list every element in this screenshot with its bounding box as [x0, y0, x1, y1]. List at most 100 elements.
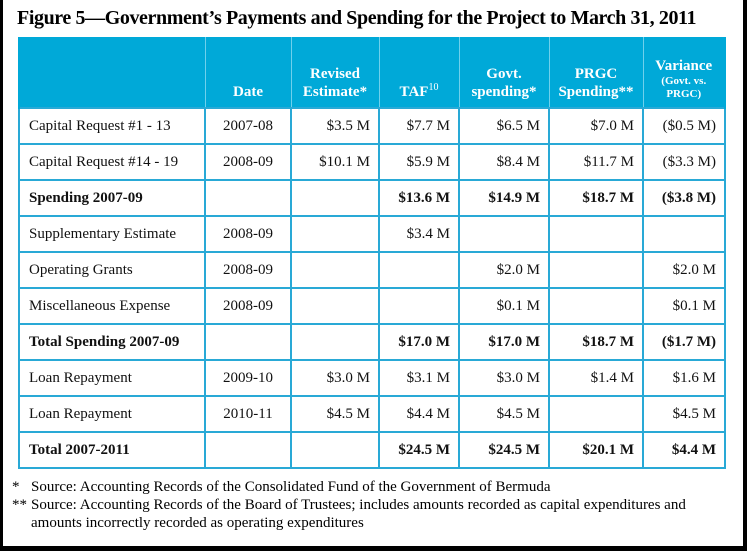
cell-revised-estimate: $3.5 M	[290, 107, 380, 145]
table-row: Loan Repayment 2010-11 $4.5 M $4.4 M $4.5 M $…	[18, 395, 726, 433]
header-variance-line2: (Govt. vs.	[661, 75, 707, 87]
footnote-single-asterisk: * Source: Accounting Records of the Cons…	[10, 478, 735, 496]
cell-item: Spending 2007-09	[18, 179, 206, 217]
table-total-row: Spending 2007-09 $13.6 M $14.9 M $18.7 M ($3…	[18, 179, 726, 217]
header-govt-line1: Govt.	[486, 66, 522, 82]
cell-variance: $1.6 M	[642, 359, 726, 397]
cell-variance: ($0.5 M)	[642, 107, 726, 145]
header-prgc-spending: PRGC Spending**	[548, 37, 644, 108]
cell-taf: $13.6 M	[378, 179, 460, 217]
cell-revised-estimate	[290, 323, 380, 361]
cell-taf: $4.4 M	[378, 395, 460, 433]
cell-item: Miscellaneous Expense	[18, 287, 206, 325]
cell-item: Total 2007-2011	[18, 431, 206, 469]
header-revised-line2: Estimate*	[302, 84, 368, 100]
cell-govt-spending: $14.9 M	[458, 179, 550, 217]
footnote-text: Source: Accounting Records of the Board …	[31, 497, 686, 531]
header-govt-spending: Govt. spending*	[458, 37, 550, 108]
header-variance-line3: PRGC)	[666, 88, 702, 100]
cell-date: 2008-09	[204, 251, 292, 289]
header-prgc-line2: Spending**	[558, 84, 634, 100]
cell-revised-estimate: $3.0 M	[290, 359, 380, 397]
cell-variance: ($3.3 M)	[642, 143, 726, 181]
header-prgc-line1: PRGC	[574, 66, 618, 82]
header-date: Date	[204, 37, 292, 108]
cell-variance: $2.0 M	[642, 251, 726, 289]
cell-prgc-spending: $11.7 M	[548, 143, 644, 181]
table-total-row: Total 2007-2011 $24.5 M $24.5 M $20.1 M $4.4…	[18, 431, 726, 469]
cell-govt-spending: $3.0 M	[458, 359, 550, 397]
cell-item: Capital Request #14 - 19	[18, 143, 206, 181]
cell-variance: ($1.7 M)	[642, 323, 726, 361]
cell-variance: $4.5 M	[642, 395, 726, 433]
cell-govt-spending: $4.5 M	[458, 395, 550, 433]
cell-revised-estimate: $4.5 M	[290, 395, 380, 433]
cell-date: 2008-09	[204, 143, 292, 181]
table-row: Operating Grants 2008-09 $2.0 M $2.0 M	[18, 251, 726, 289]
cell-taf: $24.5 M	[378, 431, 460, 469]
footnote-mark: *	[12, 479, 20, 495]
cell-govt-spending: $8.4 M	[458, 143, 550, 181]
cell-item: Operating Grants	[18, 251, 206, 289]
table-row: Loan Repayment 2009-10 $3.0 M $3.1 M $3.0 M $…	[18, 359, 726, 397]
cell-date	[204, 179, 292, 217]
table-total-row: Total Spending 2007-09 $17.0 M $17.0 M $18.…	[18, 323, 726, 361]
table-row: Capital Request #14 - 19 2008-09 $10.1 M $5…	[18, 143, 726, 181]
cell-item: Loan Repayment	[18, 395, 206, 433]
cell-revised-estimate	[290, 287, 380, 325]
cell-taf: $7.7 M	[378, 107, 460, 145]
cell-govt-spending	[458, 215, 550, 253]
cell-date: 2008-09	[204, 287, 292, 325]
cell-revised-estimate	[290, 431, 380, 469]
cell-date: 2008-09	[204, 215, 292, 253]
cell-variance	[642, 215, 726, 253]
cell-govt-spending: $17.0 M	[458, 323, 550, 361]
footnotes: * Source: Accounting Records of the Cons…	[10, 478, 735, 532]
header-revised-estimate: Revised Estimate*	[290, 37, 380, 108]
header-govt-line2: spending*	[471, 84, 537, 100]
spending-table: Date Revised Estimate* TAF10 Govt. spend…	[18, 37, 726, 469]
cell-item: Capital Request #1 - 13	[18, 107, 206, 145]
cell-date: 2009-10	[204, 359, 292, 397]
cell-prgc-spending	[548, 395, 644, 433]
cell-taf: $3.4 M	[378, 215, 460, 253]
cell-taf: $17.0 M	[378, 323, 460, 361]
footnote-ref-10: 10	[428, 82, 439, 93]
cell-taf	[378, 251, 460, 289]
footnote-mark: **	[12, 497, 27, 513]
header-variance: Variance (Govt. vs. PRGC)	[642, 37, 726, 108]
header-variance-line1: Variance	[655, 58, 713, 74]
cell-item: Supplementary Estimate	[18, 215, 206, 253]
table-row: Miscellaneous Expense 2008-09 $0.1 M $0.1 M	[18, 287, 726, 325]
document-page: Figure 5—Government’s Payments and Spend…	[3, 0, 743, 546]
cell-revised-estimate	[290, 179, 380, 217]
cell-date: 2010-11	[204, 395, 292, 433]
cell-govt-spending: $24.5 M	[458, 431, 550, 469]
cell-prgc-spending: $7.0 M	[548, 107, 644, 145]
cell-govt-spending: $0.1 M	[458, 287, 550, 325]
cell-date	[204, 323, 292, 361]
cell-prgc-spending	[548, 251, 644, 289]
cell-govt-spending: $6.5 M	[458, 107, 550, 145]
header-item	[18, 37, 206, 108]
cell-prgc-spending: $18.7 M	[548, 179, 644, 217]
table-row: Capital Request #1 - 13 2007-08 $3.5 M $7.7…	[18, 107, 726, 145]
cell-variance: ($3.8 M)	[642, 179, 726, 217]
cell-prgc-spending	[548, 287, 644, 325]
footnote-double-asterisk: ** Source: Accounting Records of the Boa…	[10, 496, 735, 532]
cell-item: Total Spending 2007-09	[18, 323, 206, 361]
header-taf: TAF10	[378, 37, 460, 108]
cell-item: Loan Repayment	[18, 359, 206, 397]
table-row: Supplementary Estimate 2008-09 $3.4 M	[18, 215, 726, 253]
cell-prgc-spending	[548, 215, 644, 253]
cell-govt-spending: $2.0 M	[458, 251, 550, 289]
cell-variance: $0.1 M	[642, 287, 726, 325]
table-header-row: Date Revised Estimate* TAF10 Govt. spend…	[18, 37, 726, 108]
cell-date	[204, 431, 292, 469]
cell-taf	[378, 287, 460, 325]
figure-title: Figure 5—Government’s Payments and Spend…	[17, 7, 697, 29]
cell-prgc-spending: $1.4 M	[548, 359, 644, 397]
header-taf-label: TAF10	[381, 83, 458, 101]
header-date-label: Date	[233, 84, 263, 100]
header-taf-text: TAF	[399, 84, 429, 100]
